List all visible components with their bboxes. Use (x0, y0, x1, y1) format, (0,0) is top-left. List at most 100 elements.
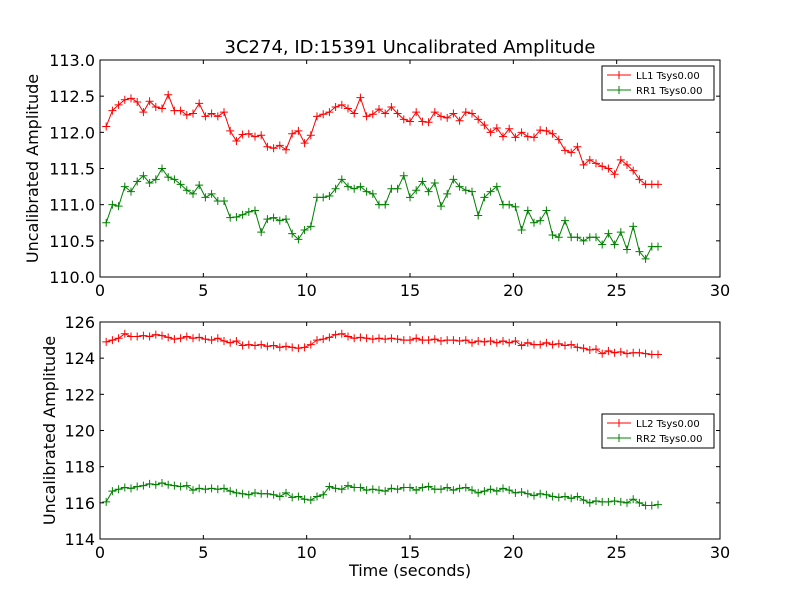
data-point (616, 347, 625, 356)
data-point (492, 487, 501, 496)
data-point (251, 206, 259, 215)
data-point (263, 142, 272, 151)
data-point (300, 343, 309, 352)
data-point (176, 106, 185, 115)
data-point (610, 348, 619, 357)
x-tick-label: 5 (198, 281, 208, 300)
data-point (623, 498, 631, 507)
data-point (238, 489, 247, 498)
data-point (337, 100, 346, 109)
data-point (523, 489, 532, 498)
data-point (120, 95, 129, 104)
data-point (579, 236, 588, 245)
data-point (319, 193, 328, 202)
data-point (387, 103, 396, 112)
data-point (232, 488, 241, 497)
data-point (585, 346, 594, 355)
data-point (561, 146, 569, 155)
data-point (306, 222, 315, 231)
data-point (381, 109, 390, 118)
data-point (226, 487, 235, 496)
data-point (616, 155, 625, 164)
legend-label: RR2 Tsys0.00 (636, 434, 703, 445)
data-point (486, 336, 495, 345)
data-point (579, 160, 588, 169)
data-point (536, 489, 545, 498)
data-point (319, 110, 328, 119)
data-point (393, 109, 402, 118)
data-point (406, 336, 414, 345)
data-point (344, 104, 352, 113)
data-point (325, 108, 334, 117)
data-point (629, 495, 638, 504)
data-point (455, 336, 464, 345)
data-point (102, 122, 111, 131)
data-point (523, 206, 532, 215)
legend-marker (615, 434, 623, 442)
data-point (282, 342, 290, 351)
data-point (133, 97, 142, 106)
data-point (567, 148, 576, 157)
data-point (182, 110, 191, 119)
data-point (337, 485, 346, 494)
data-point (257, 340, 266, 349)
data-point (635, 175, 644, 184)
data-point (158, 104, 166, 113)
data-point (412, 334, 421, 343)
data-point (486, 187, 495, 196)
data-point (598, 162, 607, 171)
data-point (294, 235, 303, 244)
data-point (604, 164, 613, 173)
data-point (511, 336, 520, 345)
legend-marker (615, 71, 623, 79)
data-point (127, 187, 135, 196)
data-point (610, 497, 619, 506)
data-point (331, 330, 340, 339)
data-point (437, 112, 445, 121)
data-point (238, 130, 247, 139)
data-point (133, 177, 142, 186)
data-point (151, 480, 160, 489)
y-tick-label: 120 (64, 422, 95, 441)
data-point (406, 117, 414, 126)
data-point (567, 494, 576, 503)
x-tick-label: 10 (296, 543, 316, 562)
data-point (542, 338, 551, 347)
data-point (616, 497, 625, 506)
data-point (294, 344, 303, 353)
data-point (158, 331, 166, 340)
data-point (468, 187, 476, 196)
data-point (623, 160, 631, 169)
y-tick-label: 116 (64, 494, 95, 513)
data-point (288, 229, 297, 238)
data-point (461, 108, 470, 117)
data-point (635, 498, 644, 507)
data-point (207, 484, 216, 493)
data-point (213, 334, 222, 343)
data-point (585, 155, 594, 164)
data-point (461, 186, 470, 195)
data-point (257, 131, 266, 140)
data-point (412, 486, 421, 495)
data-point (244, 129, 253, 138)
data-point (468, 109, 476, 118)
data-point (592, 159, 600, 168)
data-point (189, 109, 197, 118)
data-point (108, 106, 117, 115)
figure-title: 3C274, ID:15391 Uncalibrated Amplitude (225, 37, 596, 58)
data-point (195, 484, 204, 493)
data-point (120, 182, 129, 191)
x-tick-label: 20 (503, 543, 523, 562)
data-point (654, 242, 662, 251)
data-point (251, 132, 259, 141)
data-point (356, 93, 365, 102)
data-point (468, 338, 476, 347)
data-point (480, 337, 489, 346)
data-point (331, 184, 340, 193)
data-point (127, 94, 135, 103)
data-point (610, 240, 619, 249)
data-point (424, 187, 433, 196)
data-point (561, 216, 569, 225)
data-point (368, 335, 377, 344)
data-point (232, 336, 241, 345)
